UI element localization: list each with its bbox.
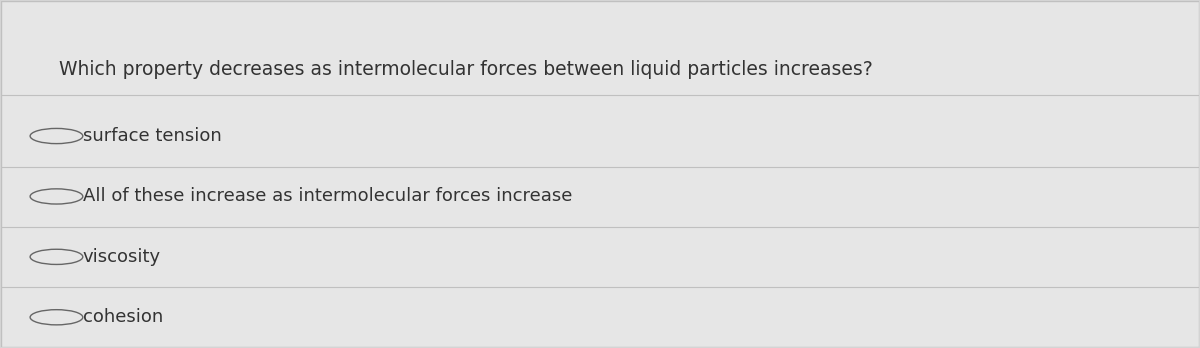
Text: cohesion: cohesion: [83, 308, 163, 326]
Text: surface tension: surface tension: [83, 127, 222, 145]
Text: viscosity: viscosity: [83, 248, 161, 266]
Text: Which property decreases as intermolecular forces between liquid particles incre: Which property decreases as intermolecul…: [59, 60, 872, 79]
Text: All of these increase as intermolecular forces increase: All of these increase as intermolecular …: [83, 188, 572, 205]
